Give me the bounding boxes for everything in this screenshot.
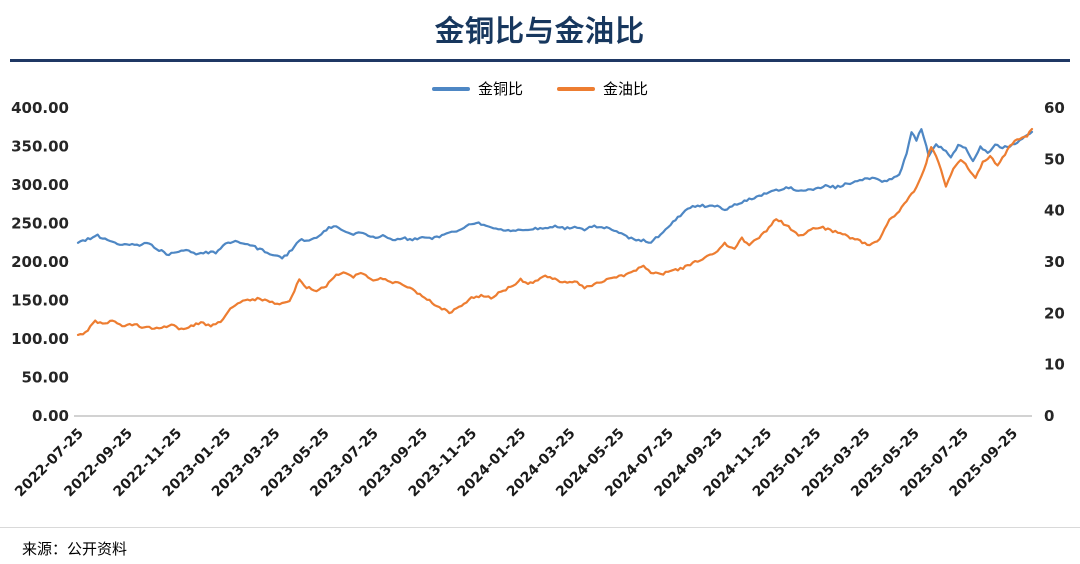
y-axis-left: 0.00 50.00 100.00 150.00 200.00 250.00 300.00 3… — [11, 99, 69, 425]
x-axis-labels: 2022-07-252022-09-252022-11-252023-01-25… — [12, 426, 1021, 501]
line-chart-canvas: 0.00 50.00 100.00 150.00 200.00 250.00 300.00 3… — [11, 99, 1065, 501]
y-axis-left-tick: 200.00 — [11, 253, 69, 271]
title-underline — [10, 59, 1070, 62]
gold-oil-legend-label: 金油比 — [603, 80, 649, 98]
y-axis-left-tick: 50.00 — [22, 369, 69, 387]
source-note: 来源：公开资料 — [22, 540, 128, 558]
legend-item-gold-oil-ratio: 金油比 — [557, 78, 648, 99]
y-axis-right-tick: 0 — [1044, 407, 1054, 425]
y-axis-right-tick: 50 — [1044, 150, 1065, 168]
y-axis-right-tick: 30 — [1044, 253, 1065, 271]
chart-title: 金铜比与金油比 — [434, 14, 645, 48]
gold-copper-legend-label: 金铜比 — [477, 80, 523, 98]
y-axis-left-tick: 350.00 — [11, 138, 69, 156]
y-axis-right: 0 10 20 30 40 50 60 — [1044, 99, 1065, 425]
gold-copper-ratio-line — [76, 128, 1034, 260]
y-axis-left-tick: 250.00 — [11, 215, 69, 233]
y-axis-left-tick: 0.00 — [32, 407, 69, 425]
y-axis-left-tick: 300.00 — [11, 176, 69, 194]
legend: 金铜比 金油比 — [0, 78, 1080, 99]
y-axis-right-tick: 40 — [1044, 202, 1065, 220]
y-axis-left-tick: 100.00 — [11, 330, 69, 348]
y-axis-right-tick: 60 — [1044, 99, 1065, 117]
y-axis-left-tick: 400.00 — [11, 99, 69, 117]
y-axis-left-tick: 150.00 — [11, 292, 69, 310]
legend-item-gold-copper-ratio: 金铜比 — [431, 78, 523, 99]
gold-copper-line-swatch — [431, 86, 470, 91]
y-axis-right-tick: 20 — [1044, 304, 1065, 322]
gold-oil-line-swatch — [557, 86, 595, 91]
footer-divider — [0, 527, 1080, 528]
gold-oil-ratio-line — [76, 127, 1034, 336]
y-axis-right-tick: 10 — [1044, 356, 1065, 374]
